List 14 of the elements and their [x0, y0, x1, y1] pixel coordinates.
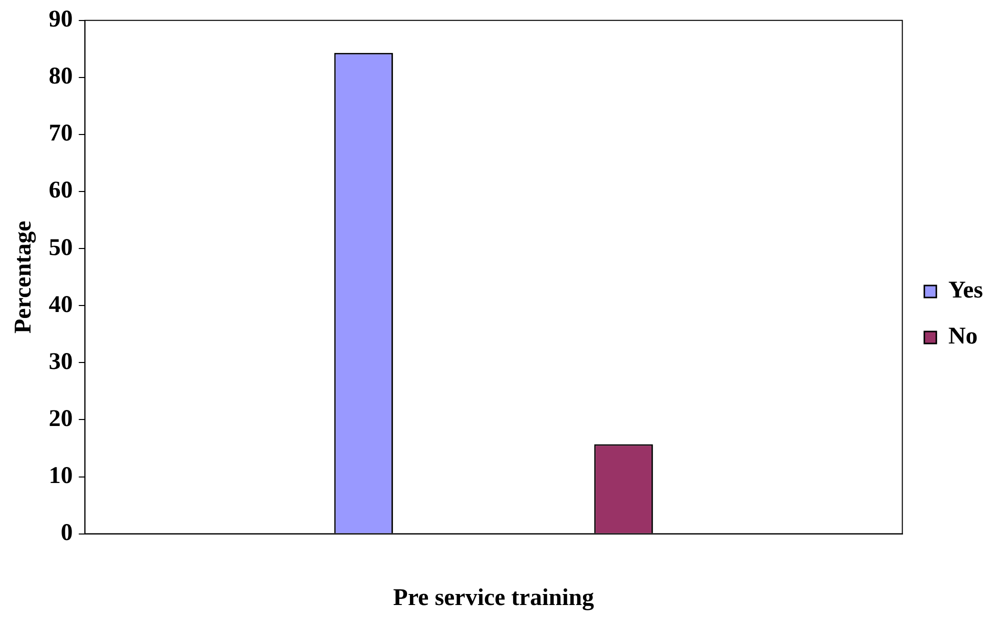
y-tick-label: 70 [48, 120, 73, 147]
y-tick-label: 10 [48, 462, 73, 489]
y-tick-label: 0 [60, 520, 73, 546]
legend-label: No [948, 324, 978, 350]
y-tick-label: 50 [48, 234, 73, 261]
y-tick-label: 30 [48, 348, 73, 375]
x-axis-title: Pre service training [393, 584, 594, 611]
y-tick-label: 60 [48, 178, 73, 204]
y-tick-label: 90 [48, 6, 73, 33]
y-axis-title: Percentage [10, 220, 37, 334]
y-tick-label: 80 [48, 64, 73, 90]
y-tick-label: 20 [48, 406, 73, 432]
y-tick-label: 40 [48, 292, 73, 318]
legend-label: Yes [948, 278, 984, 304]
